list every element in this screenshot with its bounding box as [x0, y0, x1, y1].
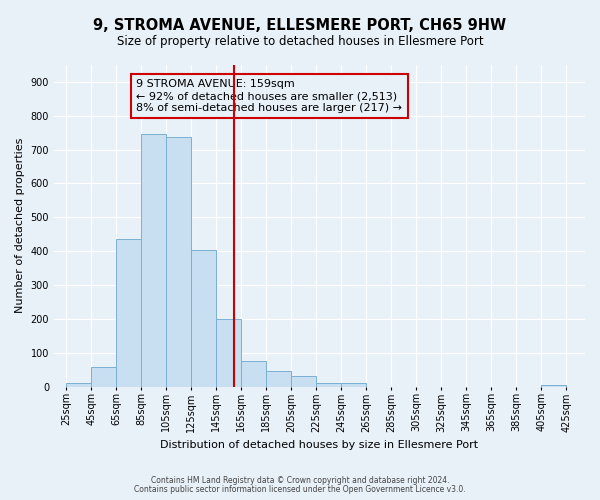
Text: Contains public sector information licensed under the Open Government Licence v3: Contains public sector information licen… [134, 484, 466, 494]
Bar [91, 368, 116, 386]
Bar [217, 319, 241, 386]
Bar [142, 134, 166, 386]
Bar [341, 383, 367, 386]
Text: Contains HM Land Registry data © Crown copyright and database right 2024.: Contains HM Land Registry data © Crown c… [151, 476, 449, 485]
Bar [116, 240, 142, 386]
Y-axis label: Number of detached properties: Number of detached properties [15, 138, 25, 314]
X-axis label: Distribution of detached houses by size in Ellesmere Port: Distribution of detached houses by size … [160, 440, 479, 450]
Text: 9 STROMA AVENUE: 159sqm
← 92% of detached houses are smaller (2,513)
8% of semi-: 9 STROMA AVENUE: 159sqm ← 92% of detache… [136, 80, 402, 112]
Text: Size of property relative to detached houses in Ellesmere Port: Size of property relative to detached ho… [116, 35, 484, 48]
Bar [541, 385, 566, 386]
Bar [67, 383, 91, 386]
Bar [191, 250, 217, 386]
Bar [266, 372, 292, 386]
Text: 9, STROMA AVENUE, ELLESMERE PORT, CH65 9HW: 9, STROMA AVENUE, ELLESMERE PORT, CH65 9… [94, 18, 506, 32]
Bar [316, 383, 341, 386]
Bar [241, 361, 266, 386]
Bar [166, 137, 191, 386]
Bar [292, 376, 316, 386]
